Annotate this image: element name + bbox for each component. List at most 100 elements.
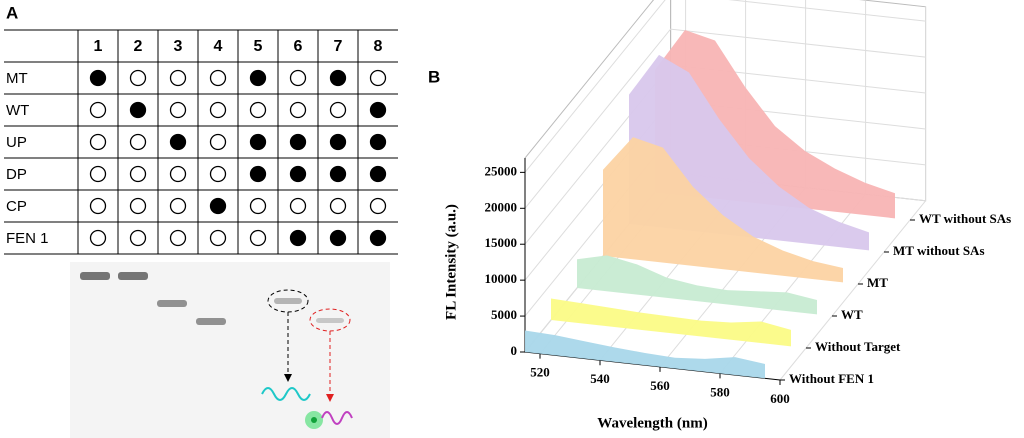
cell-marker [289,165,307,183]
cell-marker [289,133,307,151]
cell-marker [369,101,387,119]
row-label: DP [6,166,27,183]
series-label: Without FEN 1 [789,371,874,386]
series-label: WT without SAs [919,211,1011,226]
series-label: WT [841,307,863,322]
cell-marker [249,69,267,87]
cell-marker [289,197,307,215]
arrowhead [284,374,292,382]
series-label: MT without SAs [893,243,985,258]
cell-marker [169,133,187,151]
y-tick-label: 15000 [485,235,518,250]
y-tick-label: 10000 [485,271,518,286]
series-area [525,330,765,379]
cell-marker [209,133,227,151]
cell-marker [129,69,147,87]
cell-marker [209,101,227,119]
cell-marker [129,197,147,215]
column-header: 5 [254,38,263,55]
row-label: CP [6,198,27,215]
y-tick-label: 20000 [485,199,518,214]
row-label: WT [6,102,29,119]
panel-label: B [428,67,440,86]
x-tick-label: 600 [770,391,790,406]
probe-wave [261,387,311,401]
gel-band [157,300,187,307]
cell-marker [209,165,227,183]
cell-marker [289,101,307,119]
series-area [577,255,817,315]
cell-marker [209,197,227,215]
column-header: 3 [174,38,183,55]
cell-marker [129,133,147,151]
row-label: MT [6,70,28,87]
cell-marker [89,229,107,247]
column-header: 7 [334,38,343,55]
cell-marker [169,165,187,183]
arrowhead [326,394,334,402]
cell-marker [369,229,387,247]
gel-band [316,318,344,323]
grid-line [779,6,927,381]
cell-marker [169,101,187,119]
cell-marker [369,69,387,87]
cell-marker [89,197,107,215]
gel-band [118,272,148,280]
cell-marker [129,165,147,183]
y-axis-label: FL Intensity (a.u.) [443,204,459,320]
x-tick-label: 520 [530,365,550,380]
cell-marker [169,69,187,87]
y-tick-label: 0 [511,343,518,358]
cell-marker [369,197,387,215]
x-tick-label: 580 [710,384,730,399]
cell-marker [369,165,387,183]
gel-band [80,272,110,280]
row-label: FEN 1 [6,230,49,247]
series-label: MT [867,275,888,290]
cell-marker [329,133,347,151]
cell-marker [89,133,107,151]
cell-marker [249,229,267,247]
fluorescence [311,417,317,423]
cell-marker [369,133,387,151]
cell-marker [329,165,347,183]
panel-label: A [6,3,18,22]
column-header: 2 [134,38,143,55]
series-area [603,137,843,283]
gel [70,262,390,438]
gel-band [274,298,302,304]
x-axis-label: Wavelength (nm) [597,415,707,431]
row-label: UP [6,134,27,151]
column-header: 8 [374,38,383,55]
cell-marker [289,69,307,87]
cell-marker [209,229,227,247]
column-header: 4 [214,38,223,55]
x-tick-label: 560 [650,378,670,393]
cell-marker [249,133,267,151]
grid-line [524,28,926,209]
cell-marker [329,101,347,119]
grid-line [524,0,926,173]
column-header: 6 [294,38,303,55]
cell-marker [329,69,347,87]
y-tick-label: 5000 [491,307,517,322]
y-tick-label: 25000 [485,163,518,178]
table: 1 2 3 4 5 6 7 8 MT WT UP DP CP FEN 1 [4,29,398,255]
cell-marker [249,165,267,183]
x-tick-label: 540 [590,371,610,386]
cell-marker [129,101,147,119]
cell-marker [249,101,267,119]
cell-marker [209,69,227,87]
series-label: Without Target [815,339,901,354]
cell-marker [289,229,307,247]
cell-marker [169,229,187,247]
gel-band [196,318,226,325]
cell-marker [89,165,107,183]
cell-marker [129,229,147,247]
cell-marker [89,69,107,87]
cell-marker [329,229,347,247]
probe-wave [321,411,353,425]
cell-marker [249,197,267,215]
cell-marker [329,197,347,215]
